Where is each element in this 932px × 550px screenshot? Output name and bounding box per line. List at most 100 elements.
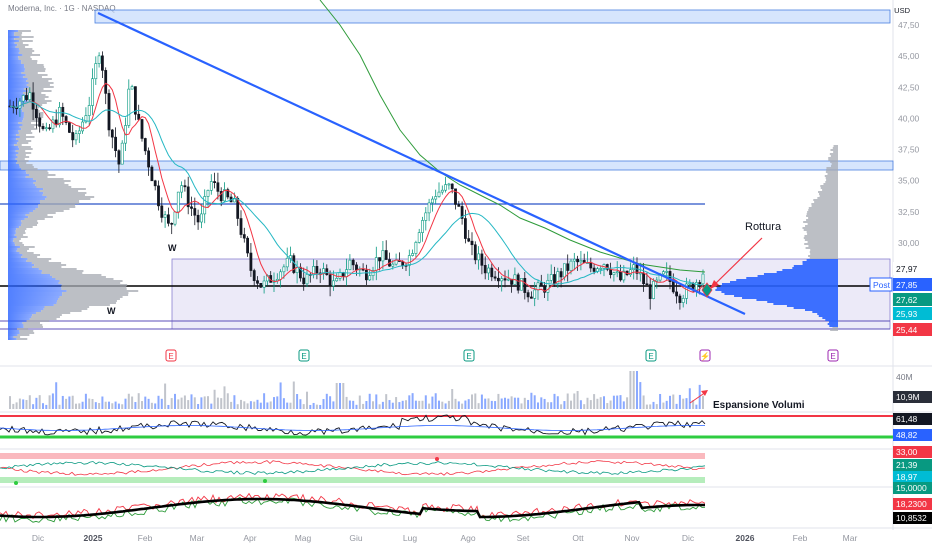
candle: [209, 174, 213, 195]
volume-bar: [253, 401, 256, 409]
breakout-marker: [701, 282, 713, 298]
volume-bar: [22, 399, 25, 409]
earnings-markers[interactable]: E E E E ⚡ E: [165, 349, 839, 362]
candle: [64, 114, 68, 126]
volume-bar: [58, 404, 61, 409]
volume-bar: [411, 393, 414, 409]
osc-green-line: [0, 496, 706, 523]
volume-bar: [61, 395, 64, 409]
svg-text:15,0000: 15,0000: [896, 483, 927, 493]
volume-bar: [108, 401, 110, 409]
candle: [74, 129, 78, 145]
svg-text:48,82: 48,82: [896, 430, 918, 440]
candle: [477, 246, 481, 270]
volume-bar: [530, 392, 533, 409]
volume-bar: [315, 404, 318, 409]
x-tick-label: Nov: [624, 533, 640, 543]
volume-bar: [190, 394, 193, 409]
candle: [526, 289, 530, 303]
candle: [678, 293, 682, 310]
volume-bar: [325, 393, 328, 409]
indicator-label: 18,2300: [893, 498, 932, 510]
candle: [364, 264, 368, 286]
volume-bar: [593, 394, 596, 409]
candle: [216, 172, 220, 200]
candle: [694, 279, 698, 297]
candle: [44, 122, 48, 132]
volume-bar: [579, 400, 582, 409]
volume-bar: [428, 403, 431, 409]
x-tick-label: Ott: [572, 533, 584, 543]
volume-bar: [556, 396, 559, 409]
volume-bar: [362, 403, 365, 409]
candle: [31, 82, 35, 121]
volume-bar: [484, 398, 487, 409]
volume-bar: [131, 396, 134, 409]
volume-bar: [12, 403, 15, 409]
volume-bar: [339, 383, 341, 409]
volume-bar: [662, 402, 665, 409]
candle: [572, 252, 576, 271]
candle: [457, 200, 461, 207]
volume-bar: [352, 400, 355, 409]
volume-bar: [649, 404, 652, 409]
candle: [440, 185, 444, 195]
volume-bar: [612, 395, 615, 409]
candle: [417, 228, 421, 244]
volume-bar: [652, 401, 655, 409]
volume-bar: [282, 398, 285, 409]
earnings-marker[interactable]: E: [827, 349, 839, 362]
x-tick-label: Feb: [793, 533, 808, 543]
candle: [523, 271, 527, 300]
earnings-marker[interactable]: E: [645, 349, 657, 362]
candle: [77, 125, 81, 144]
earnings-marker[interactable]: E: [298, 349, 310, 362]
candle: [378, 257, 382, 271]
candle: [430, 196, 434, 212]
candle: [351, 258, 355, 271]
price-axis[interactable]: 47,50 45,00 42,50 40,00 37,50 35,00 32,50 30,00: [898, 20, 920, 248]
time-axis[interactable]: Dic 2025 Feb Mar Apr Mag Giu Lug Ago Set Ott Nov Dic…: [32, 533, 858, 543]
volume-bar: [685, 398, 688, 409]
volume-bar: [626, 397, 629, 409]
x-tick-label: Feb: [138, 533, 153, 543]
volume-bar: [306, 391, 308, 409]
volume-bar: [249, 401, 252, 409]
svg-text:E: E: [466, 352, 471, 361]
candle: [470, 232, 474, 256]
price-labels: 27,97 27,85 Post 27,62 25,93 25,44: [869, 262, 932, 336]
volume-bar: [332, 401, 335, 409]
candle: [134, 86, 137, 121]
volume-bar: [243, 401, 246, 409]
volume-bar: [309, 404, 312, 409]
volume-bar: [553, 393, 556, 409]
candle: [61, 102, 65, 125]
candle: [41, 123, 45, 131]
earnings-marker[interactable]: E: [463, 349, 475, 362]
volume-bar: [513, 397, 516, 409]
volume-bar: [127, 393, 130, 409]
volume-bar: [550, 402, 553, 409]
osc-black-line: [0, 497, 705, 519]
candle: [229, 193, 233, 203]
y-tick-label: 35,00: [898, 176, 920, 186]
volume-bar: [441, 401, 444, 409]
volume-bar: [494, 401, 497, 409]
volume-bar: [675, 403, 678, 409]
volume-bar: [104, 401, 107, 409]
volume-bar: [589, 400, 592, 409]
volume-bar: [121, 404, 124, 409]
candle: [543, 282, 547, 298]
candle: [137, 104, 141, 122]
candle: [183, 179, 187, 192]
candle: [246, 236, 250, 257]
volume-bar: [345, 396, 348, 409]
volume-bar: [226, 393, 229, 409]
svg-text:27,62: 27,62: [896, 295, 918, 305]
y-tick-label: 30,00: [898, 238, 920, 248]
earnings-marker[interactable]: E: [165, 349, 177, 362]
volume-bar: [150, 402, 153, 409]
earnings-marker[interactable]: ⚡: [699, 349, 711, 362]
candle: [549, 264, 553, 283]
